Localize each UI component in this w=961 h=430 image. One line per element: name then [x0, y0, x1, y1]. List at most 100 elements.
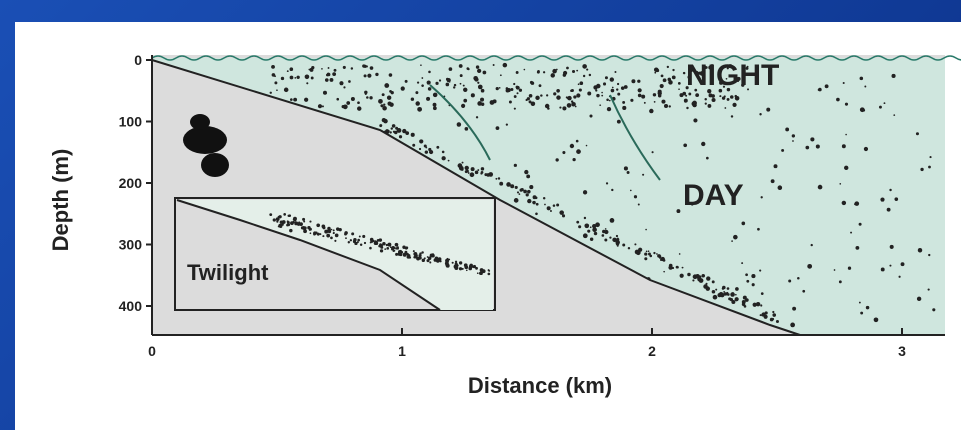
dot [325, 78, 329, 82]
dot [766, 108, 770, 112]
dot [654, 72, 656, 74]
dot [730, 95, 734, 99]
dot [653, 93, 656, 96]
dot [893, 114, 895, 116]
dot [526, 175, 530, 179]
dot [498, 177, 500, 179]
dot [573, 95, 576, 98]
dot [362, 235, 365, 238]
dot [531, 101, 536, 106]
dot [399, 253, 402, 256]
dot [442, 156, 446, 160]
dot [601, 95, 603, 97]
dot [499, 87, 501, 89]
dot [339, 81, 343, 85]
dot [836, 98, 840, 102]
dot [290, 76, 294, 80]
dot [678, 82, 681, 85]
dot [661, 100, 665, 104]
dot [843, 82, 845, 84]
dot [792, 134, 795, 137]
dot [576, 140, 579, 143]
dot [357, 101, 360, 104]
dot [533, 195, 537, 199]
dot [776, 320, 779, 323]
dot [269, 213, 272, 216]
dot [617, 120, 621, 124]
dot [590, 226, 592, 228]
dot [326, 234, 330, 238]
dot [309, 220, 311, 222]
dot [929, 156, 931, 158]
dot [589, 74, 591, 76]
dot [289, 229, 292, 232]
dot [415, 91, 418, 94]
dot [731, 300, 735, 304]
dot [890, 245, 894, 249]
dot [735, 294, 737, 296]
dot [562, 106, 566, 110]
dot [310, 68, 314, 72]
dot [612, 87, 614, 89]
dot [546, 94, 548, 96]
dot [357, 106, 361, 110]
dot [476, 65, 479, 68]
dot [556, 89, 560, 93]
dot [299, 222, 303, 226]
dot [918, 248, 922, 252]
dot [445, 259, 449, 263]
dot [382, 118, 386, 122]
dot [761, 292, 764, 295]
dot [529, 185, 533, 189]
dot [389, 131, 391, 133]
dot [328, 230, 331, 233]
dot [661, 257, 665, 261]
dot [704, 98, 706, 100]
slide: Twilight NIGHT DAY Depth (m) Distance (k… [0, 0, 961, 430]
dot [336, 227, 339, 230]
dot [304, 98, 308, 102]
dot [488, 269, 490, 271]
dot [860, 77, 864, 81]
dot [616, 88, 618, 90]
dot [735, 298, 738, 301]
dot [587, 230, 590, 233]
dot [678, 88, 680, 90]
dot [668, 78, 672, 82]
dot [433, 106, 437, 110]
dot [527, 190, 531, 194]
dot [712, 280, 715, 283]
dot [811, 244, 813, 246]
x-tick-label: 2 [648, 343, 656, 359]
dot [462, 162, 464, 164]
dot [932, 308, 935, 311]
dot [601, 92, 603, 94]
dot [375, 242, 378, 245]
dot [477, 69, 481, 73]
dot [393, 247, 395, 249]
dot [701, 274, 705, 278]
dot [463, 88, 467, 92]
dot [465, 127, 469, 131]
dot [419, 252, 421, 254]
dot [660, 84, 664, 88]
dot [296, 76, 299, 79]
dot [276, 217, 280, 221]
dot [562, 214, 565, 217]
dot [634, 195, 637, 198]
dot [506, 124, 508, 126]
dot [555, 158, 558, 161]
dot [474, 77, 478, 81]
dot [284, 88, 289, 93]
dot [281, 77, 284, 80]
dot [706, 286, 710, 290]
dot [692, 101, 697, 106]
dot [687, 273, 690, 276]
dot [663, 271, 665, 273]
dot [343, 66, 346, 69]
dot [433, 93, 438, 98]
dot [305, 74, 310, 79]
dot [536, 203, 539, 206]
dot [644, 252, 647, 255]
dot [706, 276, 710, 280]
